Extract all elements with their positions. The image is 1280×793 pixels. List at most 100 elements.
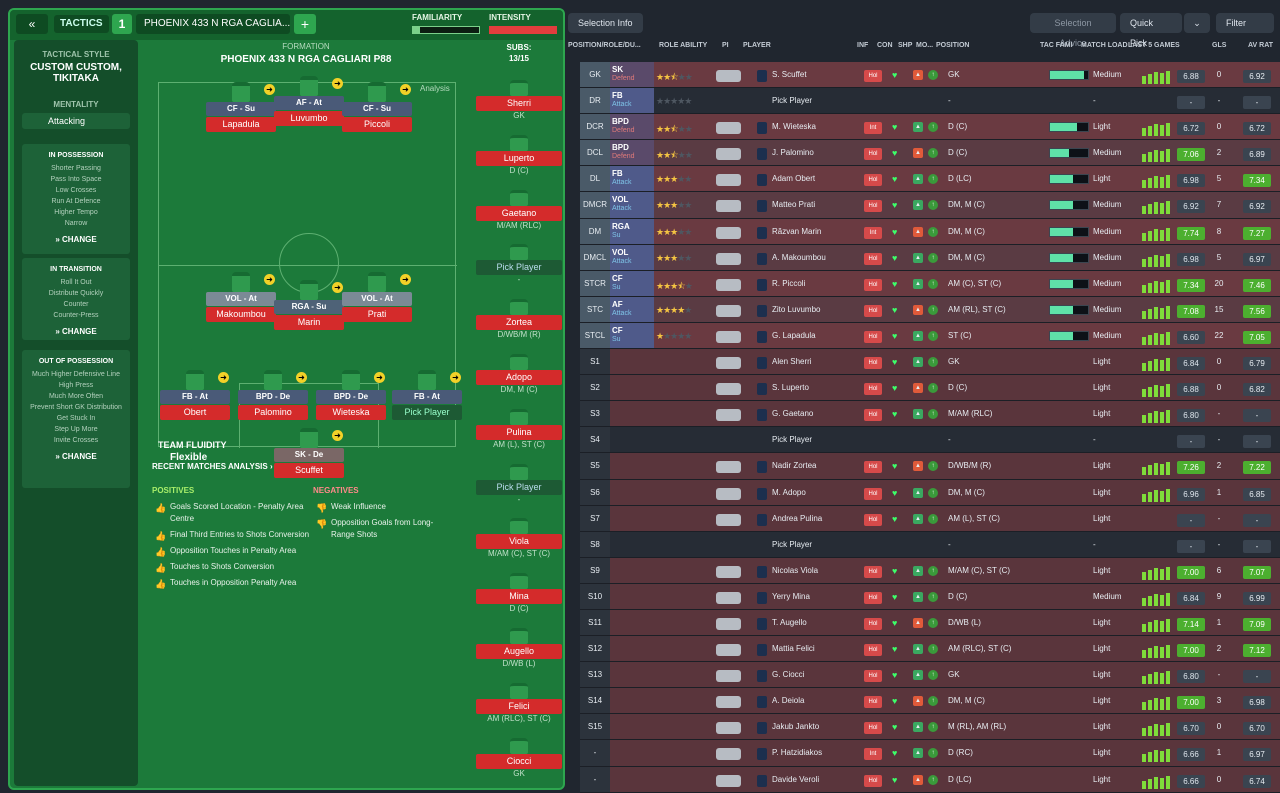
sub-name[interactable]: Pulina (476, 424, 562, 440)
table-row[interactable]: S3 G. Gaetano Hol ♥ ▲ ↑ M/AM (RLC) Light 6.80 - - (580, 401, 1280, 428)
sub-name[interactable]: Felici (476, 698, 562, 714)
sub-slot[interactable]: Viola M/AM (C), ST (C) (476, 518, 562, 559)
table-row[interactable]: S4 Pick Player - - - - - (580, 427, 1280, 454)
sub-slot[interactable]: Adopo DM, M (C) (476, 354, 562, 395)
player-name[interactable]: Pick Player (392, 405, 462, 420)
table-row[interactable]: S11 T. Augello Hol ♥ ▲ ↑ D/WB (L) Light 7.14 1 7.0… (580, 609, 1280, 637)
recent-matches-title[interactable]: RECENT MATCHES ANALYSIS › (152, 462, 273, 471)
player-name[interactable]: Obert (160, 405, 230, 420)
table-row[interactable]: DR FB Attack ★★★★★ Pick Player - - - - - (580, 88, 1280, 115)
sub-name[interactable]: Mina (476, 589, 562, 605)
pitch-player[interactable]: FB - At Pick Player (392, 370, 462, 420)
table-row[interactable]: STCL CF Su ★★★★★ G. Lapadula Hol ♥ ▲ ↑ ST (C) Medi… (580, 322, 1280, 350)
table-row[interactable]: GK SK Defend ★★⯪★★ S. Scuffet Hol ♥ ▲ ↑ GK Medium 6… (580, 62, 1280, 89)
sub-name[interactable]: Pick Player (476, 479, 562, 495)
pitch-player[interactable]: FB - At Obert (160, 370, 230, 420)
player-name[interactable]: Pick Player (772, 435, 813, 445)
pitch-player[interactable]: CF - Su Piccoli (342, 82, 412, 132)
table-row[interactable]: DCR BPD Defend ★★⯪★★ M. Wieteska Int ♥ ▲ ↑ D (C) L… (580, 114, 1280, 141)
player-name[interactable]: Zito Luvumbo (772, 304, 821, 314)
player-name[interactable]: M. Wieteska (772, 122, 817, 132)
oop-change-button[interactable]: » CHANGE (55, 452, 97, 461)
player-name[interactable]: Palomino (238, 405, 308, 420)
pitch-player[interactable]: BPD - De Palomino (238, 370, 308, 420)
selection-info-button[interactable]: Selection Info (568, 13, 643, 33)
player-instructions-icon[interactable] (716, 70, 741, 82)
possession-change-button[interactable]: » CHANGE (55, 235, 97, 244)
player-name[interactable]: T. Augello (772, 617, 807, 627)
row-role-duty[interactable]: AF Attack (610, 296, 654, 322)
player-name[interactable]: Makoumbou (206, 307, 276, 322)
player-name[interactable]: Yerry Mina (772, 591, 810, 601)
table-row[interactable]: S7 Andrea Pulina Hol ♥ ▲ ↑ AM (L), ST (C) Light… (580, 505, 1280, 532)
table-row[interactable]: STC AF Attack ★★★★★ Zito Luvumbo Hol ♥ ▲ ↑ AM (RL… (580, 296, 1280, 323)
sub-slot[interactable]: Felici AM (RLC), ST (C) (476, 682, 562, 724)
sub-slot[interactable]: Pulina AM (L), ST (C) (476, 408, 562, 450)
player-instructions-icon[interactable] (716, 148, 741, 161)
player-role[interactable]: CF - Su (206, 102, 276, 116)
table-row[interactable]: S10 Yerry Mina Hol ♥ ▲ ↑ D (C) Medium 6.84 9 6.99 (580, 583, 1280, 610)
player-instructions-icon[interactable] (716, 774, 741, 787)
sub-slot[interactable]: Mina D (C) (476, 573, 562, 614)
table-row[interactable]: S8 Pick Player - - - - - (580, 531, 1280, 558)
tactical-style-name[interactable]: CUSTOM CUSTOM, TIKITAKA (30, 62, 122, 84)
table-row[interactable]: - P. Hatzidiakos Int ♥ ▲ ↑ D (RC) Light 6.66 1 6.9… (580, 740, 1280, 767)
sub-name[interactable]: Pick Player (476, 260, 562, 276)
row-role-duty[interactable]: VOL Attack (610, 192, 654, 218)
pitch-player[interactable]: VOL - At Prati (342, 272, 412, 322)
player-name[interactable]: G. Lapadula (772, 330, 816, 340)
tactic-slot-number[interactable]: 1 (112, 14, 132, 34)
table-row[interactable]: S5 Nadir Zortea Hol ♥ ▲ ↑ D/WB/M (R) Light 7.26 2… (580, 453, 1280, 480)
sub-slot[interactable]: Augello D/WB (L) (476, 628, 562, 669)
analysis-toggle[interactable]: Analysis (420, 84, 450, 93)
player-name[interactable]: Lapadula (206, 117, 276, 132)
player-name[interactable]: Scuffet (274, 463, 344, 478)
player-instructions-icon[interactable] (716, 278, 741, 291)
player-role[interactable]: BPD - De (238, 390, 308, 404)
player-name[interactable]: S. Luperto (772, 383, 809, 393)
sub-name[interactable]: Adopo (476, 370, 562, 385)
table-row[interactable]: DMCL VOL Attack ★★★★★ A. Makoumbou Hol ♥ ▲ ↑ DM, … (580, 244, 1280, 271)
sub-name[interactable]: Sherri (476, 96, 562, 111)
pitch-player[interactable]: BPD - De Wieteska (316, 370, 386, 420)
sub-slot[interactable]: Luperto D (C) (476, 134, 562, 176)
player-role[interactable]: FB - At (392, 390, 462, 404)
player-name[interactable]: Andrea Pulina (772, 513, 823, 523)
transition-change-button[interactable]: » CHANGE (55, 327, 97, 336)
pitch-player[interactable]: CF - Su Lapadula (206, 82, 276, 132)
row-role-duty[interactable]: CF Su (610, 322, 654, 349)
row-role-duty[interactable]: FB Attack (610, 88, 654, 114)
player-instructions-icon[interactable] (716, 330, 741, 343)
pitch-player[interactable]: VOL - At Makoumbou (206, 272, 276, 322)
player-name[interactable]: G. Gaetano (772, 409, 814, 419)
table-row[interactable]: S2 S. Luperto Hol ♥ ▲ ↑ D (C) Light 6.88 0 6.82 (580, 375, 1280, 402)
formation-name-dropdown[interactable]: PHOENIX 433 N RGA CAGLIARI P88 (220, 54, 392, 65)
row-role-duty[interactable]: FB Attack (610, 166, 654, 192)
player-name[interactable]: Wieteska (316, 405, 386, 420)
sub-slot[interactable]: Pick Player - (476, 244, 562, 285)
player-name[interactable]: P. Hatzidiakos (772, 748, 823, 758)
pitch-player[interactable]: SK - De Scuffet (274, 428, 344, 478)
col-tac-fami[interactable]: TAC FAMI (1040, 42, 1073, 49)
player-instructions-icon[interactable] (716, 461, 741, 474)
sub-slot[interactable]: Gaetano M/AM (RLC) (476, 189, 562, 231)
sub-name[interactable]: Gaetano (476, 205, 562, 221)
player-name[interactable]: G. Ciocci (772, 670, 805, 680)
player-name[interactable]: Luvumbo (274, 111, 344, 126)
player-name[interactable]: Jakub Jankto (772, 722, 820, 732)
player-instructions-icon[interactable] (716, 383, 741, 396)
sub-name[interactable]: Zortea (476, 315, 562, 331)
player-name[interactable]: Alen Sherri (772, 357, 812, 367)
sub-name[interactable]: Luperto (476, 150, 562, 166)
player-name[interactable]: Marin (274, 315, 344, 330)
row-role-duty[interactable]: CF Su (610, 270, 654, 296)
sub-slot[interactable]: Sherri GK (476, 80, 562, 121)
player-name[interactable]: Davide Veroli (772, 774, 820, 784)
col-position[interactable]: POSITION (936, 42, 970, 49)
sub-name[interactable]: Augello (476, 644, 562, 659)
player-instructions-icon[interactable] (716, 565, 741, 578)
col-last-5-games[interactable]: LAST 5 GAMES (1128, 42, 1180, 49)
add-tactic-button[interactable]: + (294, 14, 316, 34)
player-name[interactable]: Matteo Prati (772, 200, 816, 210)
sub-name[interactable]: Ciocci (476, 753, 562, 769)
